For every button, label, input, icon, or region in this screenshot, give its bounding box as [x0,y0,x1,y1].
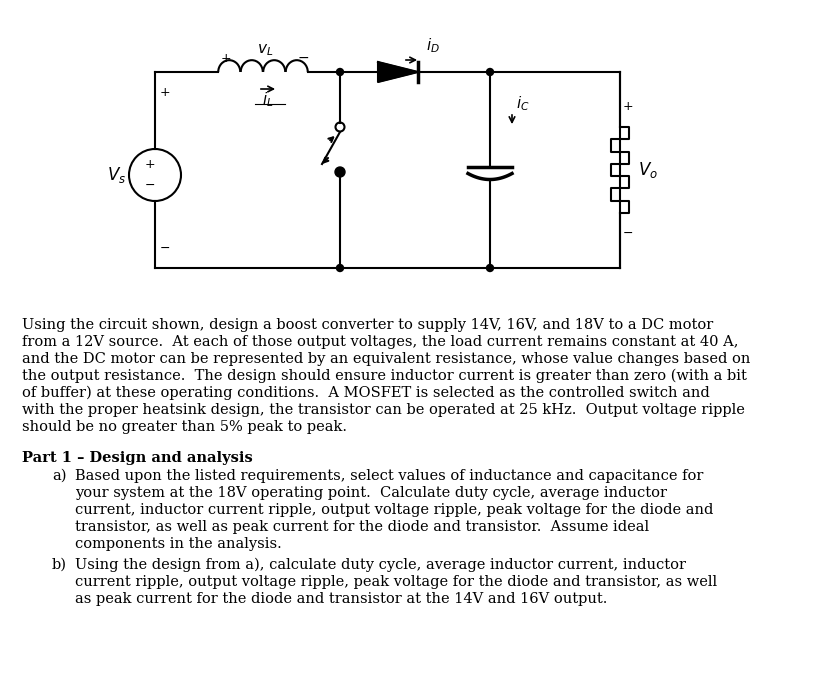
Text: and the DC motor can be represented by an equivalent resistance, whose value cha: and the DC motor can be represented by a… [22,352,751,366]
Text: −: − [159,242,170,255]
Text: Based upon the listed requirements, select values of inductance and capacitance : Based upon the listed requirements, sele… [75,469,703,483]
Text: from a 12V source.  At each of those output voltages, the load current remains c: from a 12V source. At each of those outp… [22,335,738,349]
Text: with the proper heatsink design, the transistor can be operated at 25 kHz.  Outp: with the proper heatsink design, the tra… [22,403,745,417]
Text: $i_D$: $i_D$ [426,37,440,56]
Circle shape [487,68,493,76]
Text: Using the circuit shown, design a boost converter to supply 14V, 16V, and 18V to: Using the circuit shown, design a boost … [22,318,713,332]
Text: −: − [623,227,633,240]
Text: of buffer) at these operating conditions.  A MOSFET is selected as the controlle: of buffer) at these operating conditions… [22,386,710,400]
Circle shape [335,167,345,177]
Text: Part 1 – Design and analysis: Part 1 – Design and analysis [22,451,253,465]
Text: $V_s$: $V_s$ [108,165,127,185]
Text: a): a) [52,469,67,483]
Text: $i_C$: $i_C$ [516,95,529,113]
Text: your system at the 18V operating point.  Calculate duty cycle, average inductor: your system at the 18V operating point. … [75,486,667,500]
Polygon shape [378,62,418,82]
Text: +: + [220,51,231,64]
Text: should be no greater than 5% peak to peak.: should be no greater than 5% peak to pea… [22,420,347,434]
Text: +: + [144,158,155,171]
Text: $v_L$: $v_L$ [257,42,273,58]
Text: current, inductor current ripple, output voltage ripple, peak voltage for the di: current, inductor current ripple, output… [75,503,713,517]
Text: Using the design from a), calculate duty cycle, average inductor current, induct: Using the design from a), calculate duty… [75,558,686,572]
Text: as peak current for the diode and transistor at the 14V and 16V output.: as peak current for the diode and transi… [75,592,607,606]
Text: +: + [623,100,633,114]
Text: $V_o$: $V_o$ [638,160,658,180]
Text: +: + [159,85,170,98]
Text: −: − [144,179,155,192]
Text: $i_L$: $i_L$ [262,91,274,110]
Text: the output resistance.  The design should ensure inductor current is greater tha: the output resistance. The design should… [22,369,746,383]
Circle shape [337,68,343,76]
Text: components in the analysis.: components in the analysis. [75,537,281,551]
Circle shape [487,265,493,271]
Text: −: − [297,51,309,65]
Circle shape [337,265,343,271]
Text: transistor, as well as peak current for the diode and transistor.  Assume ideal: transistor, as well as peak current for … [75,520,649,534]
Text: b): b) [52,558,67,572]
Text: current ripple, output voltage ripple, peak voltage for the diode and transistor: current ripple, output voltage ripple, p… [75,575,717,589]
